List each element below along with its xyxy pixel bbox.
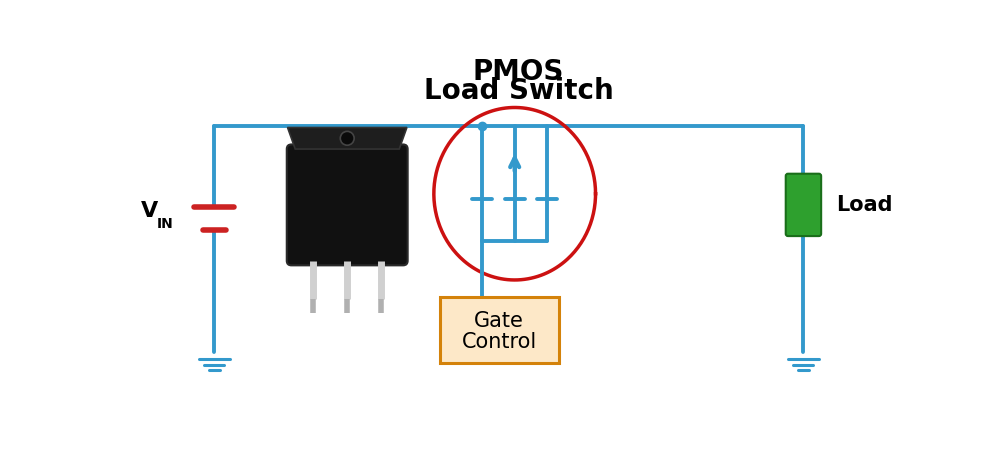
Text: Load: Load [835, 195, 891, 215]
Text: IN: IN [157, 217, 174, 231]
FancyBboxPatch shape [785, 173, 820, 236]
Text: Load Switch: Load Switch [423, 77, 612, 105]
Text: V: V [141, 201, 158, 221]
Text: Gate: Gate [474, 311, 524, 331]
Text: Control: Control [461, 333, 536, 352]
Text: PMOS: PMOS [472, 58, 564, 86]
FancyBboxPatch shape [439, 297, 558, 363]
Polygon shape [287, 127, 406, 149]
Circle shape [340, 131, 354, 145]
FancyBboxPatch shape [287, 145, 407, 265]
